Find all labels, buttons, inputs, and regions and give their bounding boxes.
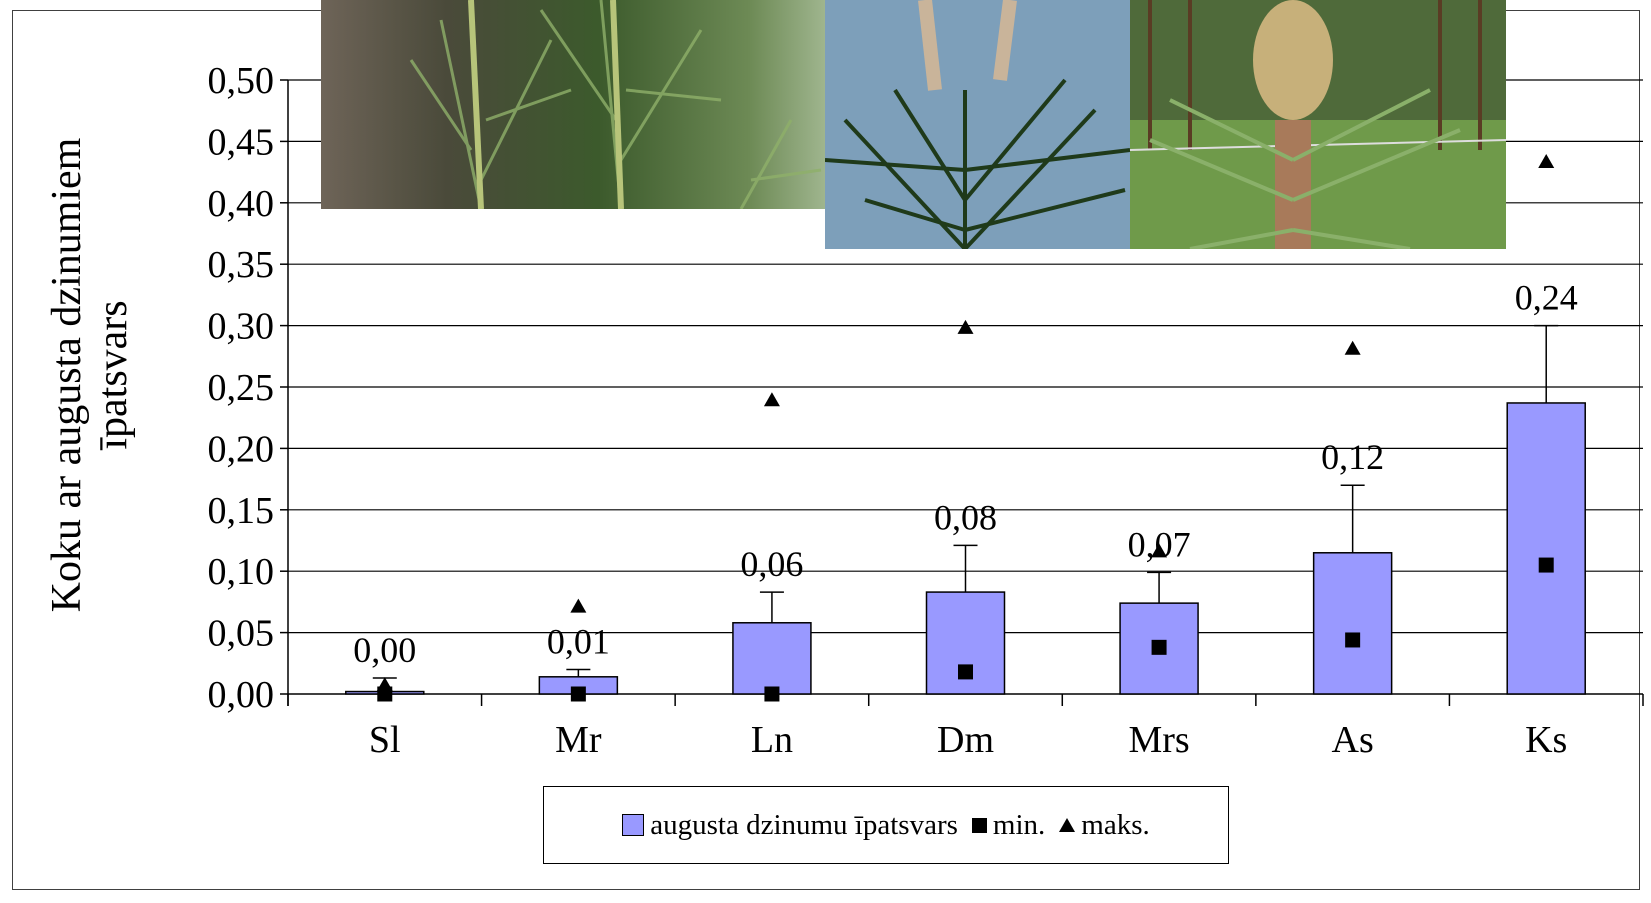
y-tick-label: 0,20 [208, 428, 275, 470]
max-marker [570, 598, 587, 613]
min-marker [570, 686, 586, 702]
legend-triangle-marker-icon [1059, 818, 1076, 832]
y-tick-label: 0,25 [208, 367, 275, 409]
x-tick-label: Ln [751, 719, 793, 761]
data-label: 0,24 [1515, 278, 1578, 318]
y-tick-label: 0,45 [208, 121, 275, 163]
bar [1312, 552, 1393, 695]
legend-bar-swatch [622, 814, 645, 836]
x-tick-label: Mr [555, 719, 602, 761]
photo-pine-shoot-3 [1130, 0, 1506, 249]
y-tick-label: 0,50 [208, 60, 275, 102]
y-tick-label: 0,15 [208, 490, 275, 532]
photo-pine-shoot-1 [321, 0, 825, 209]
markers [376, 154, 1555, 702]
y-axis-label: Koku ar augusta dzinumiem īpatsvars [44, 138, 136, 613]
y-tick-label: 0,40 [208, 183, 275, 225]
y-tick-label: 0,35 [208, 244, 275, 286]
min-marker [1345, 632, 1361, 648]
labels: 0,00 0,05 0,10 0,15 0,20 0,25 0,30 0,35 0,40 0,45… [208, 60, 1578, 761]
bar [732, 622, 812, 695]
legend-square-marker-icon [971, 817, 987, 833]
data-label: 0,08 [934, 497, 997, 537]
photo-pine-shoot-2 [825, 0, 1130, 249]
max-marker [376, 677, 393, 692]
legend: augusta dzinumu īpatsvars min. maks. [543, 786, 1229, 864]
data-label: 0,00 [353, 630, 416, 670]
legend-min-label: min. [992, 808, 1046, 841]
x-tick-label: Mrs [1128, 719, 1189, 761]
x-tick-label: As [1332, 719, 1374, 761]
max-marker [957, 319, 974, 334]
error-bars [372, 324, 1559, 692]
legend-item-max: maks. [1059, 808, 1150, 842]
x-tick-label: Dm [937, 719, 994, 761]
y-tick-label: 0,00 [208, 674, 275, 716]
y-axis-label-line-2: īpatsvars [90, 300, 136, 450]
min-marker [958, 664, 973, 680]
y-axis-label-line-1: Koku ar augusta dzinumiem [44, 137, 90, 613]
legend-item-bar: augusta dzinumu īpatsvars [622, 809, 958, 842]
max-marker [1344, 340, 1361, 355]
max-marker [763, 392, 780, 407]
bar [1506, 402, 1586, 695]
legend-item-min: min. [971, 808, 1046, 842]
max-marker [1151, 543, 1168, 558]
legend-max-label: maks. [1081, 808, 1150, 841]
y-tick-label: 0,10 [208, 551, 275, 593]
data-label: 0,07 [1128, 524, 1191, 564]
x-tick-label: Ks [1525, 719, 1567, 761]
max-marker [1538, 154, 1555, 169]
data-label: 0,12 [1321, 437, 1384, 477]
min-marker [1151, 639, 1167, 655]
min-marker [764, 686, 780, 702]
y-tick-label: 0,05 [208, 613, 275, 655]
x-tick-label: Sl [369, 719, 401, 761]
data-label: 0,01 [547, 621, 610, 661]
min-marker [1538, 557, 1554, 573]
legend-bar-label: augusta dzinumu īpatsvars [650, 808, 958, 841]
bars [345, 402, 1586, 695]
y-tick-label: 0,30 [208, 306, 275, 348]
data-label: 0,06 [740, 544, 803, 584]
